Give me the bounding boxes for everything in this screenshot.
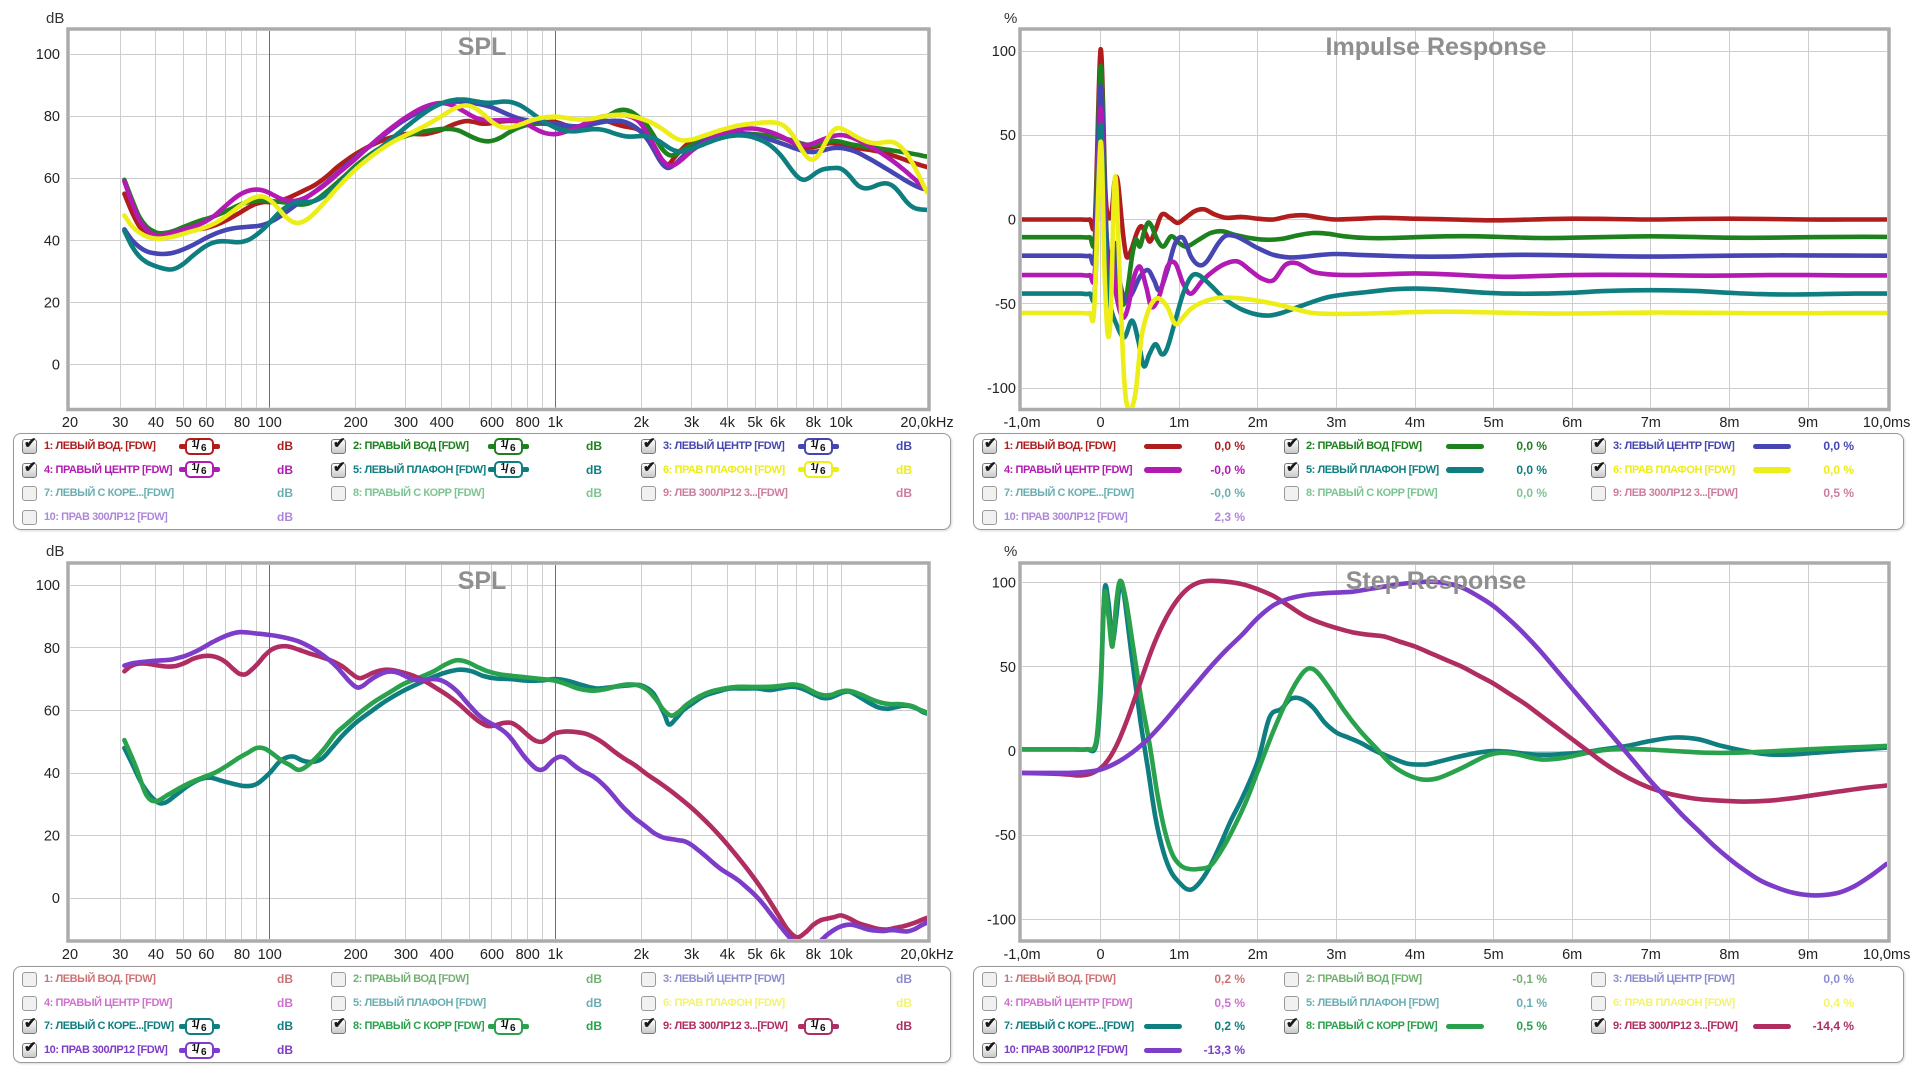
svg-text:5k: 5k [747,947,763,963]
svg-text:8m: 8m [1719,947,1739,963]
svg-text:100: 100 [36,47,60,63]
svg-text:6k: 6k [770,415,786,431]
svg-text:8m: 8m [1719,415,1739,431]
svg-text:60: 60 [198,415,214,431]
svg-text:-50: -50 [995,297,1016,313]
svg-text:8k: 8k [806,947,822,963]
svg-text:40: 40 [148,415,164,431]
svg-text:0: 0 [1097,415,1105,431]
svg-text:-50: -50 [995,828,1016,844]
svg-text:20: 20 [44,829,60,845]
svg-text:4m: 4m [1405,947,1425,963]
svg-text:20: 20 [44,295,60,311]
svg-text:60: 60 [44,171,60,187]
svg-text:0: 0 [1008,213,1016,229]
svg-text:60: 60 [44,703,60,719]
svg-text:100: 100 [258,947,282,963]
svg-text:1m: 1m [1169,947,1189,963]
svg-text:80: 80 [44,109,60,125]
svg-text:1k: 1k [548,415,564,431]
svg-text:400: 400 [430,947,454,963]
svg-text:-1,0m: -1,0m [1003,415,1040,431]
svg-text:2m: 2m [1248,947,1268,963]
svg-text:2m: 2m [1248,415,1268,431]
svg-text:-1,0m: -1,0m [1003,947,1040,963]
svg-text:Impulse Response: Impulse Response [1326,33,1547,61]
svg-text:300: 300 [394,415,418,431]
svg-text:-100: -100 [987,913,1016,929]
svg-text:6m: 6m [1562,947,1582,963]
svg-text:9m: 9m [1798,415,1818,431]
svg-text:200: 200 [344,415,368,431]
svg-text:80: 80 [44,641,60,657]
svg-text:5k: 5k [747,415,763,431]
svg-text:6m: 6m [1562,415,1582,431]
svg-text:dB: dB [46,543,64,560]
svg-text:4m: 4m [1405,415,1425,431]
svg-text:50: 50 [1000,660,1016,676]
svg-text:1k: 1k [548,947,564,963]
svg-text:2k: 2k [634,415,650,431]
svg-text:600: 600 [480,415,504,431]
svg-text:300: 300 [394,947,418,963]
svg-text:50: 50 [176,415,192,431]
svg-text:200: 200 [344,947,368,963]
svg-text:10,0ms: 10,0ms [1863,415,1911,431]
svg-text:100: 100 [992,576,1016,592]
svg-text:3m: 3m [1326,415,1346,431]
svg-text:800: 800 [516,947,540,963]
svg-text:3m: 3m [1326,947,1346,963]
svg-text:40: 40 [148,947,164,963]
svg-text:10k: 10k [829,415,853,431]
svg-text:0: 0 [1097,947,1105,963]
svg-text:40: 40 [44,233,60,249]
svg-text:60: 60 [198,947,214,963]
svg-text:100: 100 [258,415,282,431]
svg-text:20,0kHz: 20,0kHz [900,947,953,963]
svg-text:SPL: SPL [458,33,507,61]
svg-text:5m: 5m [1484,947,1504,963]
svg-text:%: % [1004,10,1017,27]
svg-text:10,0ms: 10,0ms [1863,947,1911,963]
svg-text:30: 30 [112,947,128,963]
svg-text:9m: 9m [1798,947,1818,963]
svg-text:0: 0 [52,891,60,907]
svg-text:5m: 5m [1484,415,1504,431]
svg-text:7m: 7m [1641,947,1661,963]
svg-text:6k: 6k [770,947,786,963]
svg-text:50: 50 [1000,128,1016,144]
svg-text:4k: 4k [720,415,736,431]
svg-text:100: 100 [992,44,1016,60]
svg-text:600: 600 [480,947,504,963]
svg-text:SPL: SPL [458,567,507,595]
svg-text:3k: 3k [684,947,700,963]
svg-text:1m: 1m [1169,415,1189,431]
svg-text:40: 40 [44,766,60,782]
svg-text:-100: -100 [987,381,1016,397]
svg-text:20,0kHz: 20,0kHz [900,415,953,431]
svg-text:4k: 4k [720,947,736,963]
svg-text:2k: 2k [634,947,650,963]
svg-text:30: 30 [112,415,128,431]
svg-text:8k: 8k [806,415,822,431]
svg-text:100: 100 [36,578,60,594]
svg-text:dB: dB [46,10,64,27]
svg-text:20: 20 [62,947,78,963]
svg-text:%: % [1004,543,1017,560]
svg-text:0: 0 [1008,744,1016,760]
svg-text:80: 80 [234,415,250,431]
svg-text:20: 20 [62,415,78,431]
svg-text:400: 400 [430,415,454,431]
svg-text:3k: 3k [684,415,700,431]
svg-text:50: 50 [176,947,192,963]
svg-text:Step Response: Step Response [1346,567,1527,595]
svg-text:10k: 10k [829,947,853,963]
svg-text:7m: 7m [1641,415,1661,431]
svg-text:80: 80 [234,947,250,963]
svg-text:800: 800 [516,415,540,431]
svg-text:0: 0 [52,358,60,374]
